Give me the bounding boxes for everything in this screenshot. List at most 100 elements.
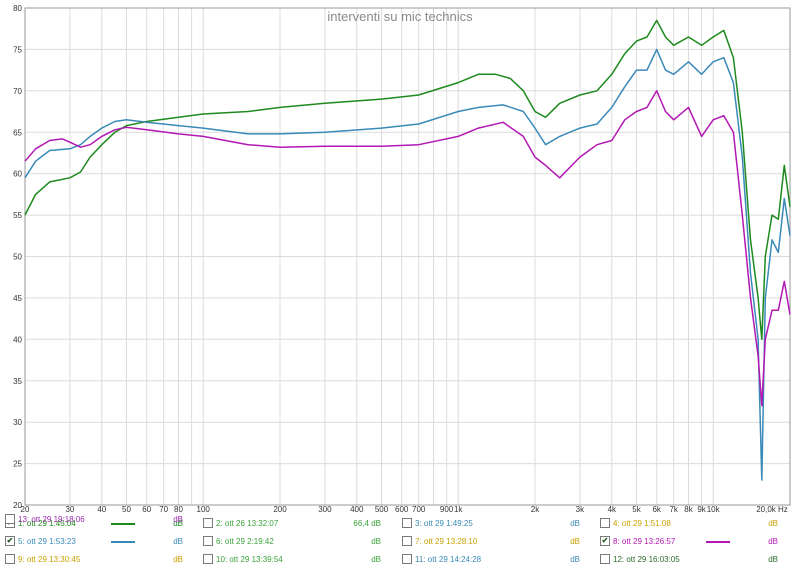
legend-item[interactable]: ✔ 8: ott 29 13:26:57 dB <box>600 535 792 548</box>
y-tick-label: 35 <box>13 377 22 386</box>
x-tick-label: 1k <box>454 505 463 513</box>
legend-label: 11: ott 29 14:24:28 <box>415 555 482 564</box>
legend-value: dB <box>173 555 183 564</box>
legend-label: 10: ott 29 13:39:54 <box>216 555 283 564</box>
x-tick-label: 10k <box>707 505 721 513</box>
legend-label: 6: ott 29 2:19:42 <box>216 537 274 546</box>
legend-value: 66,4 dB <box>353 519 381 528</box>
legend-item[interactable]: 10: ott 29 13:39:54 dB <box>203 553 395 566</box>
chart-grid <box>24 7 791 506</box>
y-tick-label: 65 <box>13 128 22 137</box>
frequency-response-chart: interventi su mic technics 20 25 30 35 40 45 5… <box>13 4 791 513</box>
legend-value: dB <box>173 519 183 528</box>
x-tick-label: 30 <box>65 505 74 513</box>
x-tick-label: 20,0k Hz <box>756 505 788 513</box>
x-tick-label: 5k <box>632 505 641 513</box>
legend-label: 5: ott 29 1:53:23 <box>18 537 76 546</box>
legend-item[interactable]: 13: ott 29 19:18:06 dB <box>5 513 197 526</box>
x-tick-label: 70 <box>159 505 168 513</box>
x-tick-label: 8k <box>684 505 693 513</box>
legend-label: 8: ott 29 13:26:57 <box>613 537 676 546</box>
y-tick-label: 25 <box>13 460 22 469</box>
legend-checkbox[interactable] <box>600 518 610 528</box>
y-tick-label: 20 <box>13 501 22 510</box>
legend-checkbox[interactable] <box>5 514 15 524</box>
legend-value: dB <box>570 537 580 546</box>
legend-item[interactable]: 11: ott 29 14:24:28 dB <box>402 553 594 566</box>
legend-value: dB <box>371 555 381 564</box>
legend-item[interactable]: 3: ott 29 1:49:25 dB <box>402 517 594 530</box>
y-tick-label: 30 <box>13 418 22 427</box>
legend-label: 12: ott 29 16:03:05 <box>613 555 680 564</box>
x-tick-label: 50 <box>122 505 131 513</box>
y-tick-label: 55 <box>13 211 22 220</box>
x-tick-label: 3k <box>576 505 585 513</box>
y-axis-ticks: 20 25 30 35 40 45 50 55 60 65 70 75 80 <box>13 4 22 510</box>
x-tick-label: 4k <box>608 505 617 513</box>
legend-value: dB <box>173 537 183 546</box>
x-tick-label: 9k <box>697 505 706 513</box>
y-tick-label: 45 <box>13 294 22 303</box>
legend-checkbox[interactable] <box>5 554 15 564</box>
legend-checkbox[interactable] <box>402 554 412 564</box>
x-tick-label: 900 <box>440 505 454 513</box>
x-tick-label: 700 <box>412 505 426 513</box>
legend-value: dB <box>371 537 381 546</box>
legend-checkbox[interactable]: ✔ <box>5 536 15 546</box>
x-tick-label: 2k <box>531 505 540 513</box>
x-tick-label: 6k <box>652 505 661 513</box>
legend-item[interactable]: 7: ott 29 13:28:10 dB <box>402 535 594 548</box>
x-tick-label: 7k <box>669 505 678 513</box>
x-tick-label: 300 <box>318 505 332 513</box>
legend-value: dB <box>768 519 778 528</box>
x-tick-label: 40 <box>97 505 106 513</box>
legend-value: dB <box>768 555 778 564</box>
y-tick-label: 80 <box>13 4 22 13</box>
legend-checkbox[interactable] <box>402 518 412 528</box>
y-tick-label: 75 <box>13 45 22 54</box>
y-tick-label: 40 <box>13 335 22 344</box>
legend-item[interactable]: 4: ott 29 1:51:08 dB <box>600 517 792 530</box>
legend-swatch <box>111 541 135 543</box>
legend-label: 7: ott 29 13:28:10 <box>415 537 478 546</box>
legend-swatch <box>111 523 135 525</box>
x-tick-label: 20 <box>21 505 30 513</box>
y-tick-label: 70 <box>13 87 22 96</box>
series-line-2 <box>24 48 791 481</box>
x-tick-label: 80 <box>174 505 183 513</box>
legend-label: 13: ott 29 19:18:06 <box>18 515 85 524</box>
legend-checkbox[interactable]: ✔ <box>600 536 610 546</box>
legend-label: 2: ott 26 13:32:07 <box>216 519 279 528</box>
legend-item[interactable]: 2: ott 26 13:32:07 66,4 dB <box>203 517 395 530</box>
legend-label: 4: ott 29 1:51:08 <box>613 519 671 528</box>
legend-value: dB <box>173 515 183 524</box>
series-line-3 <box>24 90 791 407</box>
legend-item[interactable]: ✔ 5: ott 29 1:53:23 dB <box>5 535 197 548</box>
legend-label: 1: ott 29 1:45:04 <box>18 519 76 528</box>
legend-label: 9: ott 29 13:30:45 <box>18 555 81 564</box>
x-tick-label: 500 <box>375 505 389 513</box>
legend-item[interactable]: 12: ott 29 16:03:05 dB <box>600 553 792 566</box>
legend-value: dB <box>570 519 580 528</box>
x-axis-ticks: 20 30 40 50 60 70 80 100 200 300 400 500 600 700 900 1k… <box>21 505 788 513</box>
legend-checkbox[interactable] <box>203 554 213 564</box>
legend-checkbox[interactable] <box>402 536 412 546</box>
legend-checkbox[interactable] <box>600 554 610 564</box>
legend-item[interactable]: 9: ott 29 13:30:45 dB <box>5 553 197 566</box>
plot-border <box>24 7 791 506</box>
legend-checkbox[interactable] <box>203 536 213 546</box>
legend-checkbox[interactable] <box>203 518 213 528</box>
chart-title: interventi su mic technics <box>327 9 473 24</box>
legend-swatch <box>706 541 730 543</box>
x-tick-label: 600 <box>395 505 409 513</box>
legend-label: 3: ott 29 1:49:25 <box>415 519 473 528</box>
x-tick-label: 200 <box>273 505 287 513</box>
legend-item[interactable]: 6: ott 29 2:19:42 dB <box>203 535 395 548</box>
x-tick-label: 100 <box>197 505 211 513</box>
series-line-1 <box>24 19 791 341</box>
x-tick-label: 400 <box>350 505 364 513</box>
y-tick-label: 50 <box>13 253 22 262</box>
legend-value: dB <box>768 537 778 546</box>
series-lines <box>24 19 791 481</box>
